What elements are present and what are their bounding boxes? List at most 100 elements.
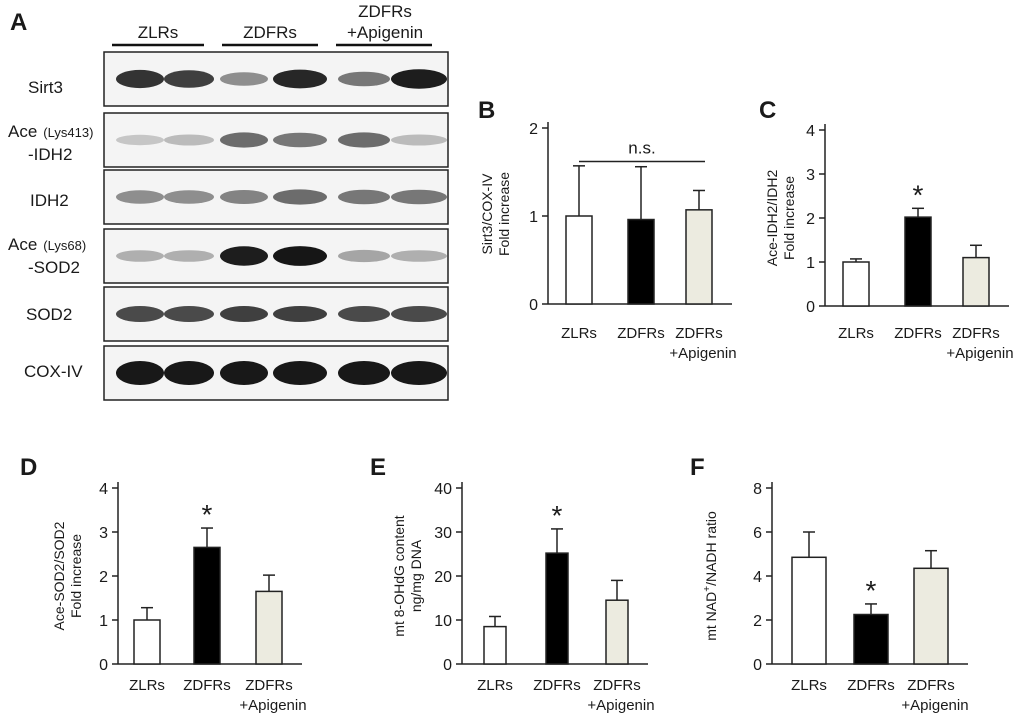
bar bbox=[627, 218, 655, 305]
y-tick-label: 1 bbox=[99, 613, 108, 630]
blot-band bbox=[116, 361, 164, 385]
significance-marker: * bbox=[913, 179, 924, 210]
y-tick-label: 0 bbox=[99, 657, 108, 674]
x-tick-label: ZDFRs bbox=[675, 325, 723, 342]
blot-band bbox=[164, 361, 214, 385]
x-tick-label: +Apigenin bbox=[901, 697, 968, 714]
blot-band bbox=[164, 250, 214, 262]
y-axis-label-line: Fold increase bbox=[781, 176, 797, 260]
chart-c-ace-idh2: C 0 1 2 3 4 Ace-IDH2/IDH2Fold increase ZLRs * ZDF… bbox=[759, 97, 1014, 362]
y-axis-label-sup: + bbox=[702, 586, 713, 592]
panel-label: D bbox=[20, 454, 37, 481]
significance-marker: * bbox=[552, 500, 563, 531]
y-tick-label: 8 bbox=[753, 481, 762, 498]
blot-band bbox=[391, 306, 447, 322]
y-axis-label: Sirt3/COX-IVFold increase bbox=[479, 172, 512, 256]
y-tick-label: 0 bbox=[529, 297, 538, 314]
y-tick-label: 0 bbox=[443, 657, 452, 674]
y-tick-label: 20 bbox=[434, 569, 452, 586]
y-axis-label-line: Ace-IDH2/IDH2 bbox=[764, 170, 780, 267]
y-axis-label-line: Fold increase bbox=[68, 534, 84, 618]
y-tick-label: 6 bbox=[753, 525, 762, 542]
x-tick-label: ZLRs bbox=[791, 677, 827, 694]
x-tick-label: ZDFRs bbox=[894, 325, 942, 342]
y-tick-label: 4 bbox=[806, 123, 815, 140]
y-tick-label: 3 bbox=[99, 525, 108, 542]
significance-marker: * bbox=[202, 499, 213, 530]
bar bbox=[255, 590, 283, 665]
y-axis-label-line: Fold increase bbox=[496, 172, 512, 256]
blot-band bbox=[220, 190, 268, 204]
blot-band bbox=[220, 72, 268, 86]
y-tick-label: 2 bbox=[99, 569, 108, 586]
y-axis-label-line: Sirt3/COX-IV bbox=[479, 173, 495, 255]
y-tick-label: 1 bbox=[529, 209, 538, 226]
blot-band bbox=[116, 69, 164, 89]
y-axis-label-part: /NADH ratio bbox=[703, 511, 719, 586]
y-axis-label-part: mt NAD bbox=[703, 592, 719, 641]
y-tick-label: 0 bbox=[753, 657, 762, 674]
blot-row-label-main: Ace bbox=[8, 235, 37, 254]
panel-label-a: A bbox=[10, 9, 27, 36]
bar bbox=[133, 619, 161, 665]
y-tick-label: 1 bbox=[806, 255, 815, 272]
blot-row-label: Ace (Lys413) bbox=[8, 122, 93, 141]
blot-band bbox=[164, 134, 214, 146]
blot-row-label: Sirt3 bbox=[28, 78, 63, 97]
y-axis-label: Ace-IDH2/IDH2Fold increase bbox=[764, 170, 797, 267]
blot-group-label: +Apigenin bbox=[347, 23, 423, 42]
bar bbox=[605, 599, 629, 665]
blot-band bbox=[220, 306, 268, 322]
y-tick-label: 3 bbox=[806, 167, 815, 184]
chart-f-nad-ratio: F 0 2 4 6 8 mt NAD+/NADH ratio ZLRs * ZDFRs ZDFRs +… bbox=[690, 454, 969, 714]
blot-row-label: Ace (Lys68) bbox=[8, 235, 86, 254]
blot-membrane-row bbox=[103, 286, 449, 342]
bar bbox=[193, 546, 221, 665]
blot-band bbox=[391, 250, 447, 262]
y-tick-label: 2 bbox=[753, 613, 762, 630]
x-tick-label: ZDFRs bbox=[952, 325, 1000, 342]
annotation-text: n.s. bbox=[628, 138, 655, 157]
bar bbox=[565, 215, 593, 305]
blot-band bbox=[164, 306, 214, 322]
blot-row-label: -SOD2 bbox=[28, 258, 80, 277]
y-tick-label: 0 bbox=[806, 299, 815, 316]
blot-membranes bbox=[103, 51, 449, 401]
blot-band bbox=[338, 361, 390, 385]
panel-label: C bbox=[759, 97, 776, 124]
x-tick-label: ZLRs bbox=[838, 325, 874, 342]
blot-band bbox=[338, 189, 390, 205]
chart-e-8ohdg: E 0 10 20 30 40 mt 8-OHdG contentng/mg DNA ZLRs… bbox=[370, 454, 655, 714]
y-tick-label: 2 bbox=[529, 121, 538, 138]
blot-row-label: COX-IV bbox=[24, 362, 83, 381]
x-tick-label: +Apigenin bbox=[587, 697, 654, 714]
x-tick-label: +Apigenin bbox=[946, 345, 1013, 362]
blot-membrane-row bbox=[103, 345, 449, 401]
panel-label: B bbox=[478, 97, 495, 124]
blot-band bbox=[116, 250, 164, 262]
blot-membrane-row bbox=[103, 228, 449, 284]
blot-band bbox=[273, 69, 327, 89]
blot-band bbox=[338, 306, 390, 322]
blot-band bbox=[391, 189, 447, 205]
blot-membrane-row bbox=[103, 169, 449, 225]
x-tick-label: ZDFRs bbox=[593, 677, 641, 694]
y-tick-label: 40 bbox=[434, 481, 452, 498]
x-tick-label: ZDFRs bbox=[847, 677, 895, 694]
blot-band bbox=[338, 132, 390, 148]
x-tick-label: ZLRs bbox=[129, 677, 165, 694]
blot-membrane-row bbox=[103, 112, 449, 168]
blot-group-label: ZDFRs bbox=[358, 2, 412, 21]
blot-membrane-row bbox=[103, 51, 449, 107]
blot-band bbox=[391, 361, 447, 385]
y-axis-label-line: Ace-SOD2/SOD2 bbox=[51, 521, 67, 630]
y-tick-label: 4 bbox=[99, 481, 108, 498]
x-tick-label: ZDFRs bbox=[245, 677, 293, 694]
blot-band bbox=[116, 190, 164, 204]
bar bbox=[913, 567, 949, 665]
blot-row-label-small: (Lys413) bbox=[43, 125, 93, 140]
panel-label: E bbox=[370, 454, 386, 481]
blot-band bbox=[338, 249, 390, 263]
blot-row-label: IDH2 bbox=[30, 191, 69, 210]
